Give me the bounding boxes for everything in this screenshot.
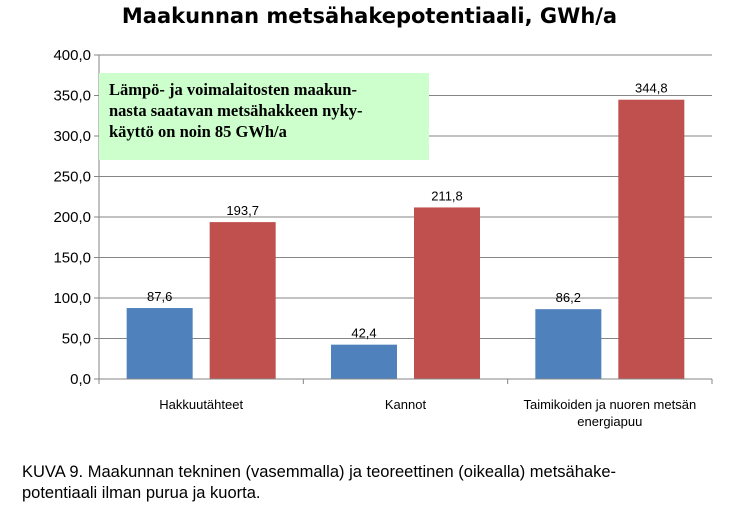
data-label: 87,6 xyxy=(147,289,172,304)
caption-line: KUVA 9. Maakunnan tekninen (vasemmalla) … xyxy=(22,463,616,481)
y-tick-label: 100,0 xyxy=(53,290,91,307)
data-label: 211,8 xyxy=(431,188,463,203)
x-category-label: Taimikoiden ja nuoren metsän energiapuu xyxy=(523,397,696,429)
y-tick-label: 0,0 xyxy=(70,371,91,388)
bar xyxy=(331,344,397,379)
y-tick-label: 350,0 xyxy=(53,88,91,105)
annotation-line: Lämpö- ja voimalaitosten maakun- xyxy=(109,80,357,99)
chart-title: Maakunnan metsähakepotentiaali, GWh/a xyxy=(121,4,618,28)
bar xyxy=(209,222,276,379)
annotation-line: käyttö on noin 85 GWh/a xyxy=(109,122,287,141)
data-label: 344,8 xyxy=(635,81,668,96)
labels: 0,0 50,0 100,0 150,0 200,0 250,0 300,0 350,0 400… xyxy=(53,47,696,429)
bars xyxy=(126,99,685,379)
y-tick-label: 250,0 xyxy=(53,169,91,186)
bar xyxy=(618,99,685,379)
caption-line: potentiaali ilman purua ja kuorta. xyxy=(22,484,261,502)
data-label: 86,2 xyxy=(556,290,581,305)
y-tick-label: 300,0 xyxy=(53,128,91,145)
annotation-box: Lämpö- ja voimalaitosten maakun- nasta s… xyxy=(99,73,429,160)
bar xyxy=(414,207,480,379)
x-category-label: Hakkuutähteet xyxy=(159,397,243,412)
annotation-line: nasta saatavan metsähakkeen nyky- xyxy=(109,101,363,120)
bar xyxy=(535,309,602,379)
y-tick-label: 50,0 xyxy=(62,331,91,348)
y-tick-label: 400,0 xyxy=(53,47,91,64)
x-category-label: Kannot xyxy=(385,397,427,412)
y-tick-label: 150,0 xyxy=(53,250,91,267)
bar xyxy=(126,308,193,379)
data-label: 193,7 xyxy=(226,203,259,218)
data-label: 42,4 xyxy=(351,326,376,341)
y-tick-label: 200,0 xyxy=(53,209,91,226)
figure-caption: KUVA 9. Maakunnan tekninen (vasemmalla) … xyxy=(22,462,732,504)
